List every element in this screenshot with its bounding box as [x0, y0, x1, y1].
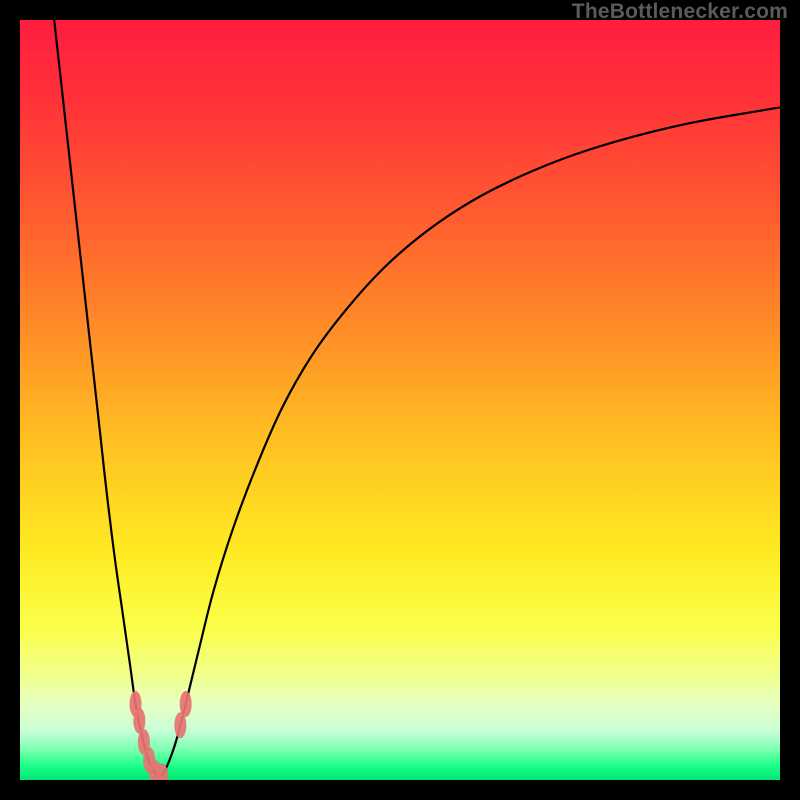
chart-svg: [0, 0, 800, 800]
bottleneck-chart: TheBottlenecker.com: [0, 0, 800, 800]
watermark-text: TheBottlenecker.com: [572, 0, 788, 24]
